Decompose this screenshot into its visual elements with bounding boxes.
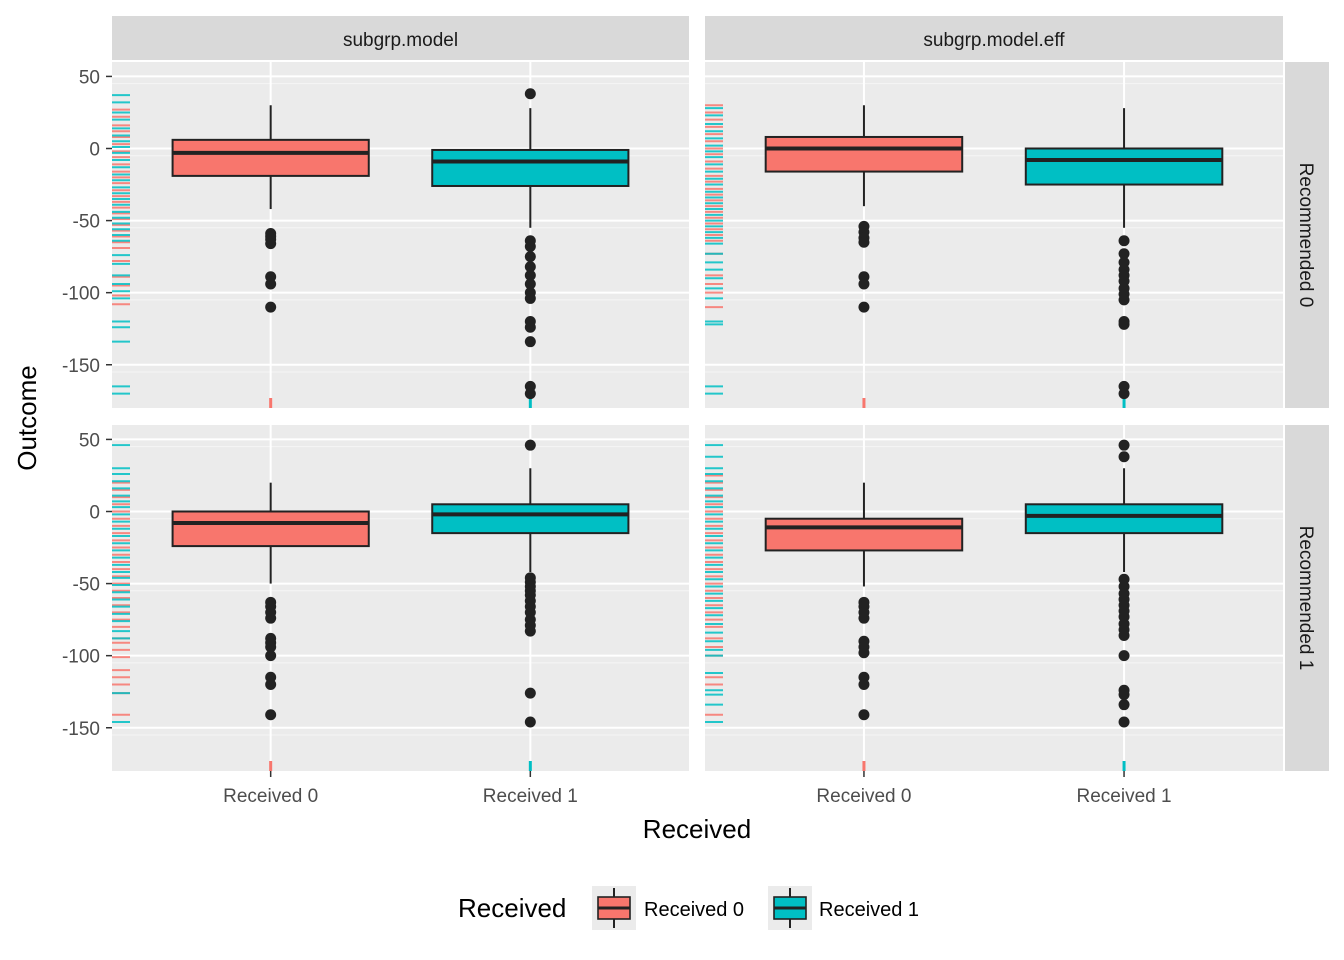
box-received-0 bbox=[171, 138, 370, 177]
x-tick-label: Received 1 bbox=[1077, 786, 1172, 807]
legend-label-received-1: Received 1 bbox=[819, 899, 919, 921]
box-received-1-outlier bbox=[524, 336, 536, 348]
box-received-1-outlier bbox=[524, 261, 536, 273]
box-received-1 bbox=[431, 148, 630, 187]
panel-background bbox=[705, 425, 1283, 771]
box-received-1 bbox=[1024, 147, 1224, 186]
box-received-0 bbox=[764, 517, 964, 552]
box-received-1-outlier bbox=[1118, 294, 1130, 306]
box-received-1-outlier bbox=[524, 716, 536, 728]
box-received-1-outlier bbox=[524, 292, 536, 304]
box-received-0-outlier bbox=[265, 679, 277, 690]
facet-label-recommended-1: Recommended 1 bbox=[1295, 526, 1316, 671]
facet-strip-recommended-1 bbox=[1285, 425, 1329, 771]
x-axis-title: Received bbox=[643, 814, 751, 844]
box-received-0 bbox=[764, 135, 964, 173]
box-received-0-outlier bbox=[858, 301, 870, 313]
panel-background bbox=[705, 62, 1283, 408]
y-tick-label: -100 bbox=[62, 284, 100, 305]
y-tick-label: -50 bbox=[73, 575, 100, 596]
box-received-0-outlier bbox=[858, 236, 870, 248]
box-received-0-outlier bbox=[858, 612, 870, 624]
x-tick-label: Received 1 bbox=[483, 786, 578, 807]
box-received-0-outlier bbox=[858, 709, 870, 721]
box-received-1-outlier bbox=[1118, 629, 1130, 641]
box-received-1-outlier bbox=[1118, 439, 1130, 451]
box-received-1-outlier bbox=[1118, 699, 1130, 711]
y-tick-label: 0 bbox=[89, 503, 100, 524]
box-received-1-outlier bbox=[1118, 716, 1130, 728]
y-axis-title: Outcome bbox=[12, 365, 42, 471]
legend-title: Received bbox=[458, 893, 566, 923]
legend-key-received-1 bbox=[768, 886, 812, 930]
panels-layer: subgrp.model subgrp.model.eff Recommended … bbox=[62, 16, 1329, 807]
y-tick-label: -100 bbox=[62, 647, 100, 668]
box-received-1-outlier bbox=[524, 88, 536, 100]
x-tick-label: Received 0 bbox=[223, 786, 318, 807]
facet-label-recommended-0: Recommended 0 bbox=[1295, 163, 1316, 308]
box-received-1-outlier bbox=[524, 278, 536, 290]
box-received-0 bbox=[171, 510, 370, 548]
box-received-0-outlier bbox=[265, 612, 277, 624]
y-tick-label: 50 bbox=[79, 430, 100, 451]
box-received-1-outlier bbox=[524, 388, 536, 400]
box-received-1-outlier bbox=[524, 439, 536, 451]
box-received-0-outlier bbox=[265, 301, 277, 313]
facet-strip-recommended-0 bbox=[1285, 62, 1329, 408]
facet-strip-subgrp-model-eff bbox=[705, 16, 1283, 60]
panel-subgrp-model-eff-recommended-0 bbox=[705, 62, 1283, 408]
box-received-0-outlier bbox=[265, 278, 277, 290]
box-received-1-outlier bbox=[1118, 318, 1130, 330]
box-received-1-outlier bbox=[524, 625, 536, 637]
facet-label-subgrp-model: subgrp.model bbox=[343, 30, 458, 51]
box-received-1-outlier bbox=[1118, 689, 1130, 701]
facet-label-subgrp-model-eff: subgrp.model.eff bbox=[923, 30, 1065, 51]
box-received-1-outlier bbox=[1118, 451, 1130, 463]
box-received-1-outlier bbox=[1118, 235, 1130, 247]
y-tick-label: -150 bbox=[62, 356, 100, 377]
legend-label-received-0: Received 0 bbox=[644, 899, 744, 921]
box-received-1-outlier bbox=[524, 241, 536, 253]
box-received-1-outlier bbox=[1118, 650, 1130, 662]
legend: Received Received 0 Received 1 bbox=[458, 886, 919, 930]
box-received-1 bbox=[431, 503, 630, 535]
panel-background bbox=[112, 425, 689, 771]
box-received-0-outlier bbox=[265, 238, 277, 250]
panel-subgrp-model-eff-recommended-1: Received 0 Received 1 bbox=[705, 425, 1283, 807]
facet-strip-subgrp-model bbox=[112, 16, 689, 60]
y-tick-label: 50 bbox=[79, 67, 100, 88]
y-tick-label: -50 bbox=[73, 212, 100, 233]
box-received-1-outlier bbox=[524, 269, 536, 281]
y-tick-label: -150 bbox=[62, 719, 100, 740]
panel-subgrp-model-recommended-1: 50 0 -50 -100 -150 Received 0 Received 1 bbox=[62, 425, 689, 807]
legend-key-received-0 bbox=[592, 886, 636, 930]
box-received-0-outlier bbox=[265, 650, 277, 662]
panel-background bbox=[112, 62, 689, 408]
box-received-1-outlier bbox=[524, 321, 536, 333]
panel-subgrp-model-recommended-0: 50 0 -50 -100 -150 bbox=[62, 62, 689, 408]
box-received-1-outlier bbox=[524, 251, 536, 263]
x-tick-label: Received 0 bbox=[816, 786, 911, 807]
box-received-1-outlier bbox=[524, 687, 536, 699]
box-received-1-outlier bbox=[1118, 248, 1130, 260]
box-received-0-outlier bbox=[265, 709, 277, 721]
box-received-0-outlier bbox=[858, 679, 870, 690]
y-tick-label: 0 bbox=[89, 140, 100, 161]
box-received-1 bbox=[1024, 503, 1224, 535]
box-received-1-outlier bbox=[1118, 388, 1130, 400]
box-received-0-outlier bbox=[265, 641, 277, 653]
box-received-0-outlier bbox=[858, 278, 870, 290]
box-received-0-outlier bbox=[858, 647, 870, 659]
